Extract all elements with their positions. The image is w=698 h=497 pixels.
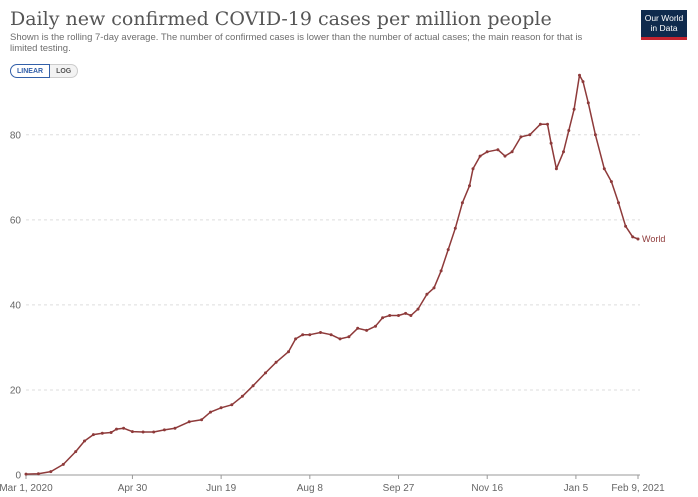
data-point	[572, 107, 576, 111]
data-point	[200, 418, 204, 422]
data-point	[485, 150, 489, 154]
data-point	[546, 122, 549, 126]
scale-toggle: LINEAR LOG	[10, 64, 79, 78]
data-point	[581, 80, 585, 84]
data-point	[636, 237, 640, 241]
data-point	[100, 431, 104, 435]
data-point	[397, 314, 400, 317]
y-tick-label: 40	[10, 300, 22, 311]
data-point	[374, 324, 377, 328]
data-point	[287, 350, 290, 354]
chart-subtitle: Shown is the rolling 7-day average. The …	[10, 32, 583, 54]
data-point	[338, 337, 342, 341]
data-point	[549, 141, 553, 145]
data-point	[230, 403, 234, 407]
y-tick-label: 0	[15, 471, 21, 482]
data-point	[631, 235, 635, 239]
data-point	[471, 167, 475, 171]
data-point	[468, 184, 471, 188]
data-point	[356, 326, 360, 330]
x-tick-label: Apr 30	[118, 483, 148, 494]
x-tick-label: Jun 19	[206, 483, 236, 494]
data-point	[528, 133, 532, 137]
data-point	[404, 311, 408, 315]
data-point	[49, 470, 53, 474]
data-point	[453, 226, 457, 230]
owid-logo[interactable]: Our World in Data	[641, 10, 687, 40]
data-point	[74, 450, 78, 454]
data-point	[416, 307, 420, 311]
data-point	[162, 428, 166, 432]
data-point	[567, 129, 571, 132]
data-point	[152, 430, 156, 434]
data-point	[439, 269, 443, 273]
data-point	[578, 73, 581, 77]
data-point	[109, 431, 113, 434]
data-point	[294, 337, 298, 341]
data-point	[308, 333, 312, 337]
data-point	[381, 316, 385, 320]
data-point	[409, 314, 413, 317]
data-point	[365, 328, 369, 332]
data-point	[24, 472, 28, 476]
data-point	[274, 360, 278, 364]
log-scale-button[interactable]: LOG	[50, 64, 79, 78]
data-point	[347, 335, 351, 339]
data-point	[173, 426, 177, 430]
data-point	[432, 286, 436, 290]
data-point	[460, 201, 464, 205]
data-point	[115, 427, 118, 431]
data-point	[301, 333, 305, 337]
data-point	[496, 148, 500, 152]
data-point	[586, 101, 590, 105]
logo-line-1: Our World	[644, 13, 684, 23]
chart-title: Daily new confirmed COVID-19 cases per m…	[10, 8, 552, 30]
data-point	[388, 314, 392, 317]
data-point	[593, 133, 597, 137]
y-tick-label: 60	[10, 215, 22, 226]
logo-line-2: in Data	[650, 22, 678, 33]
x-tick-label: Jan 5	[564, 483, 589, 494]
data-point	[624, 224, 628, 228]
data-point	[141, 430, 145, 434]
data-point	[503, 154, 507, 158]
series-label-world: World	[642, 234, 665, 244]
x-tick-label: Feb 9, 2021	[611, 483, 665, 494]
data-point	[319, 331, 322, 334]
data-point	[122, 426, 126, 430]
y-tick-label: 80	[10, 130, 22, 141]
data-point	[36, 472, 40, 476]
series-line-world	[25, 74, 639, 475]
data-point	[510, 150, 514, 154]
data-point	[617, 201, 620, 205]
data-point	[562, 150, 565, 154]
data-point	[264, 371, 267, 375]
data-point	[602, 167, 606, 171]
data-point	[61, 462, 65, 466]
data-point	[219, 406, 223, 410]
data-point	[240, 394, 244, 398]
data-point	[329, 333, 333, 337]
data-point	[83, 439, 86, 443]
data-point	[446, 248, 450, 252]
x-tick-label: Sep 27	[383, 483, 415, 494]
data-point	[425, 292, 429, 296]
data-point	[609, 180, 613, 184]
data-point	[519, 135, 523, 139]
data-point	[538, 122, 542, 126]
x-tick-label: Aug 8	[297, 483, 324, 494]
data-point	[91, 433, 95, 437]
data-point	[209, 410, 212, 414]
data-point	[187, 420, 191, 424]
x-tick-label: Nov 16	[471, 483, 503, 494]
data-point	[130, 430, 134, 434]
x-tick-label: Mar 1, 2020	[0, 483, 53, 494]
data-point	[251, 384, 255, 388]
data-point	[554, 167, 558, 171]
data-point	[478, 154, 482, 158]
linear-scale-button[interactable]: LINEAR	[10, 64, 51, 78]
y-tick-label: 20	[10, 385, 22, 396]
